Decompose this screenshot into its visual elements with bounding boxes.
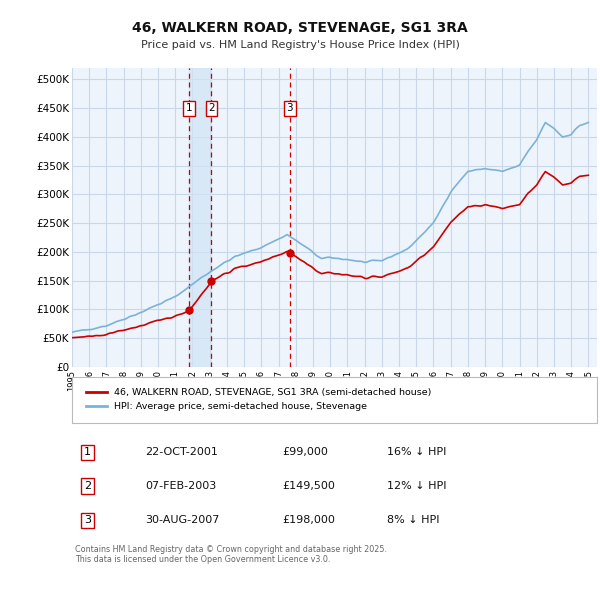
Text: Contains HM Land Registry data © Crown copyright and database right 2025.
This d: Contains HM Land Registry data © Crown c… <box>74 545 386 564</box>
Bar <box>189 68 211 367</box>
Text: Price paid vs. HM Land Registry's House Price Index (HPI): Price paid vs. HM Land Registry's House … <box>140 41 460 50</box>
Text: 16% ↓ HPI: 16% ↓ HPI <box>387 447 446 457</box>
Text: 1: 1 <box>186 103 193 113</box>
Text: £198,000: £198,000 <box>282 515 335 525</box>
Text: 12% ↓ HPI: 12% ↓ HPI <box>387 481 446 491</box>
Text: 46, WALKERN ROAD, STEVENAGE, SG1 3RA: 46, WALKERN ROAD, STEVENAGE, SG1 3RA <box>132 21 468 35</box>
Text: 1: 1 <box>84 447 91 457</box>
Text: 30-AUG-2007: 30-AUG-2007 <box>146 515 220 525</box>
Text: 8% ↓ HPI: 8% ↓ HPI <box>387 515 439 525</box>
Text: £99,000: £99,000 <box>282 447 328 457</box>
Text: £149,500: £149,500 <box>282 481 335 491</box>
Text: 3: 3 <box>84 515 91 525</box>
Text: 2: 2 <box>208 103 215 113</box>
Legend: 46, WALKERN ROAD, STEVENAGE, SG1 3RA (semi-detached house), HPI: Average price, : 46, WALKERN ROAD, STEVENAGE, SG1 3RA (se… <box>82 384 435 415</box>
Text: 07-FEB-2003: 07-FEB-2003 <box>146 481 217 491</box>
Text: 22-OCT-2001: 22-OCT-2001 <box>146 447 218 457</box>
Text: 3: 3 <box>287 103 293 113</box>
Text: 2: 2 <box>84 481 91 491</box>
